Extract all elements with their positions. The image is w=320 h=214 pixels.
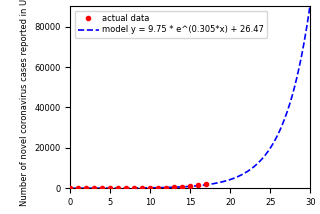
actual data (76, 187, 80, 190)
actual data (108, 187, 112, 190)
actual data (68, 187, 72, 190)
model y = 9.75 * e^(0.305*x) + 26.47 (211, 182, 215, 185)
actual data (180, 186, 184, 188)
actual data (188, 185, 192, 187)
actual data (140, 187, 144, 189)
actual data (196, 184, 200, 186)
actual data (132, 187, 136, 189)
model y = 9.75 * e^(0.305*x) + 26.47 (308, 1, 312, 4)
actual data (172, 186, 176, 189)
actual data (84, 187, 88, 190)
actual data (124, 187, 128, 189)
actual data (100, 187, 104, 190)
model y = 9.75 * e^(0.305*x) + 26.47 (182, 186, 186, 188)
model y = 9.75 * e^(0.305*x) + 26.47 (265, 151, 269, 154)
Legend: actual data, model y = 9.75 * e^(0.305*x) + 26.47: actual data, model y = 9.75 * e^(0.305*x… (75, 10, 267, 38)
actual data (164, 186, 168, 189)
actual data (92, 187, 96, 190)
actual data (116, 187, 120, 190)
model y = 9.75 * e^(0.305*x) + 26.47 (198, 184, 202, 187)
model y = 9.75 * e^(0.305*x) + 26.47 (303, 38, 307, 41)
Line: actual data: actual data (68, 182, 209, 190)
actual data (156, 187, 160, 189)
Line: model y = 9.75 * e^(0.305*x) + 26.47: model y = 9.75 * e^(0.305*x) + 26.47 (70, 3, 310, 188)
model y = 9.75 * e^(0.305*x) + 26.47 (68, 187, 72, 190)
Y-axis label: Number of novel coronavirus cases reported in USA: Number of novel coronavirus cases report… (20, 0, 29, 207)
actual data (204, 182, 208, 185)
actual data (148, 187, 152, 189)
model y = 9.75 * e^(0.305*x) + 26.47 (184, 185, 188, 188)
